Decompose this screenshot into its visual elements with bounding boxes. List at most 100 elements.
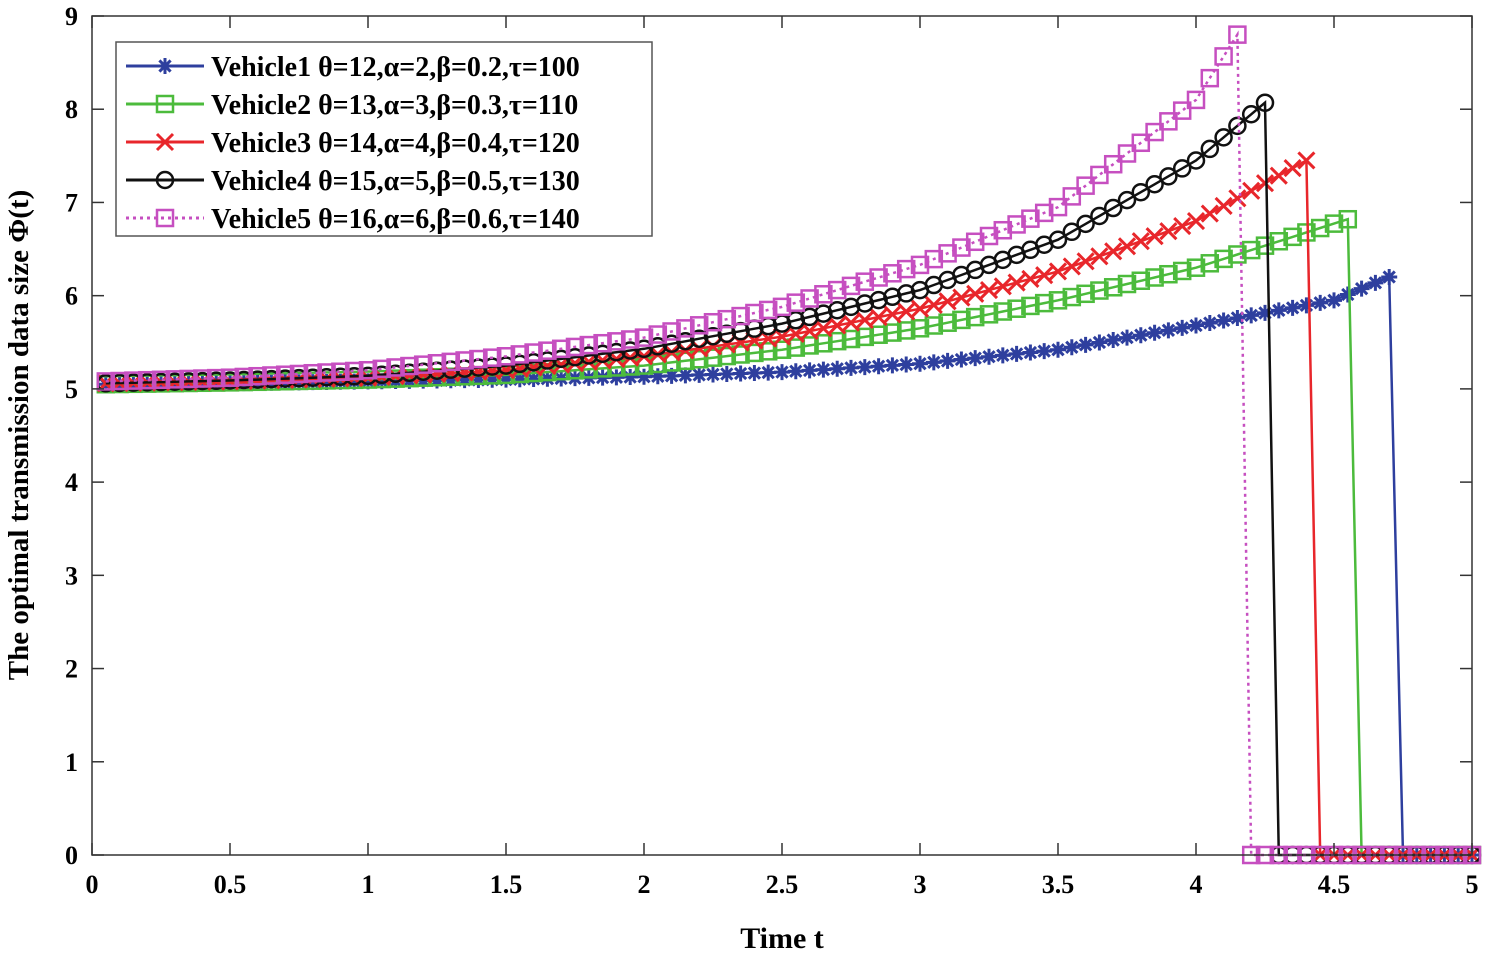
data-point [525,371,542,388]
data-point [1062,257,1081,276]
data-point [703,326,723,346]
data-point [1200,139,1220,159]
data-point [912,355,928,372]
data-point [800,289,819,308]
data-point [827,280,847,300]
data-point [774,364,790,381]
data-point [179,369,198,389]
data-point [841,313,861,332]
data-point [124,371,143,390]
data-point [165,370,185,389]
data-point [855,327,875,347]
data-point [869,290,888,310]
data-point [1090,281,1109,300]
data-point [1173,217,1192,236]
data-point [869,268,888,287]
data-point [1145,175,1164,194]
data-point [924,316,944,335]
data-point [1310,218,1330,238]
data-point [1215,312,1232,329]
data-point [1048,197,1068,217]
legend-box [115,41,653,237]
data-point [1103,278,1123,297]
data-point [981,348,997,365]
data-point [344,361,364,381]
data-point [841,329,861,349]
data-point [924,295,943,315]
data-point [1242,181,1261,200]
data-point [262,366,281,385]
x-tick-label: 2 [638,870,651,899]
data-point [1076,252,1095,271]
data-point [787,363,804,380]
data-point [1062,222,1082,242]
data-point [841,297,861,317]
data-point [498,371,514,388]
y-tick-label: 8 [65,95,78,124]
legend-label-vehicle3: Vehicle3 θ=14,α=4,β=0.4,τ=120 [211,128,580,159]
data-point [717,309,737,329]
data-point [856,359,873,376]
data-point [1255,236,1275,255]
data-point [1241,240,1261,260]
data-point [96,372,116,391]
data-point [952,310,971,330]
data-point [496,347,516,366]
data-point [814,334,833,353]
data-point [746,365,763,382]
data-point [386,358,405,377]
y-tick-label: 9 [65,2,78,31]
data-point [1007,299,1026,318]
data-point [1119,329,1135,346]
data-point [827,331,847,351]
data-point [801,362,818,379]
data-point [1145,122,1164,142]
data-point [689,329,709,348]
data-point [1283,159,1302,178]
data-point [634,328,654,347]
data-point [703,348,723,367]
data-point [1186,258,1206,277]
data-point [953,351,970,368]
data-point [924,249,944,269]
data-point [1188,317,1204,334]
data-point [1201,314,1218,331]
data-point [855,294,875,313]
data-point [579,335,599,355]
data-point [608,369,625,386]
y-tick-label: 7 [65,188,78,217]
data-point [979,305,999,324]
data-point [289,364,309,384]
data-point [317,363,336,382]
data-point [1255,93,1275,112]
data-point [772,327,792,346]
data-point [1312,294,1329,311]
x-tick-label: 5 [1466,870,1479,899]
data-point [1200,68,1220,88]
data-point [373,373,390,390]
data-point [151,370,171,390]
data-point [220,368,240,387]
data-point [979,281,999,300]
data-point [1270,302,1287,319]
data-point [565,337,585,357]
data-point [318,373,335,390]
x-tick-label: 1.5 [490,870,523,899]
data-point [677,367,694,384]
data-point [925,354,942,371]
data-point [400,356,419,376]
data-point [1228,25,1247,44]
data-point [607,332,626,351]
y-tick-label: 6 [65,282,78,311]
y-tick-label: 3 [65,561,78,590]
data-point [1353,280,1370,297]
data-point [1338,209,1358,229]
data-point [786,324,805,343]
data-point [815,361,832,378]
data-point [883,323,902,342]
data-point [732,365,749,382]
data-point [1007,215,1026,234]
data-point [1214,249,1233,269]
data-point [883,264,902,283]
